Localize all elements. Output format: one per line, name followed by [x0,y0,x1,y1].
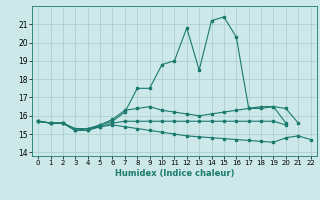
X-axis label: Humidex (Indice chaleur): Humidex (Indice chaleur) [115,169,234,178]
